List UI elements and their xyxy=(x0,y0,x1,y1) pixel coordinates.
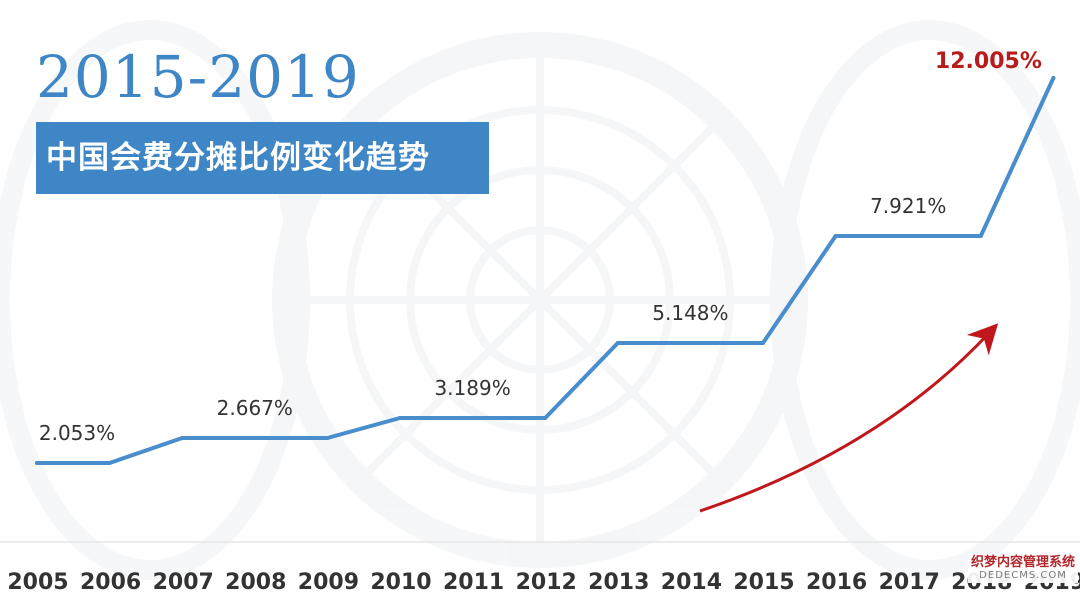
data-point-2016 xyxy=(833,234,838,238)
data-point-2012 xyxy=(543,416,548,420)
data-point-2007 xyxy=(180,436,185,440)
data-point-2015 xyxy=(761,341,765,345)
site-watermark: 织梦内容管理系统 DEDECMS.COM xyxy=(968,553,1078,583)
data-point-2018 xyxy=(978,234,983,238)
value-label-2011: 3.189% xyxy=(434,376,510,400)
data-point-2014 xyxy=(688,341,693,345)
data-point-2008 xyxy=(252,436,257,440)
value-label-2017: 7.921% xyxy=(870,194,946,218)
x-tick-label-2016: 2016 xyxy=(806,570,867,595)
un-emblem-watermark xyxy=(0,20,1080,580)
x-tick-label-2007: 2007 xyxy=(153,570,214,595)
value-label-2014: 5.148% xyxy=(652,301,728,325)
x-tick-label-2015: 2015 xyxy=(733,570,794,595)
data-points xyxy=(35,76,1056,465)
trend-arrow xyxy=(699,323,999,513)
x-tick-label-2005: 2005 xyxy=(7,570,68,595)
x-tick-label-2013: 2013 xyxy=(588,570,649,595)
x-tick-labels: 2005 2006 2007 2008 2009 2010 2011 2012 2013 2014… xyxy=(7,570,1080,595)
value-label-2005: 2.053% xyxy=(39,421,115,445)
data-point-2006 xyxy=(107,461,112,465)
watermark-line1: 织梦内容管理系统 xyxy=(970,554,1075,570)
data-point-2017 xyxy=(906,234,911,238)
x-tick-label-2006: 2006 xyxy=(80,570,141,595)
value-label-2019: 12.005% xyxy=(935,49,1042,74)
x-tick-label-2008: 2008 xyxy=(225,570,286,595)
data-point-2019 xyxy=(1051,76,1056,80)
data-point-2005 xyxy=(35,461,39,465)
x-tick-label-2017: 2017 xyxy=(879,570,940,595)
x-tick-label-2011: 2011 xyxy=(443,570,504,595)
x-tick-label-2010: 2010 xyxy=(370,570,431,595)
chart-title: 2015-2019 xyxy=(36,43,360,111)
x-tick-label-2009: 2009 xyxy=(298,570,359,595)
data-point-2010 xyxy=(398,416,402,420)
x-tick-label-2014: 2014 xyxy=(661,570,722,595)
watermark-line2: DEDECMS.COM xyxy=(979,570,1067,581)
data-point-2009 xyxy=(325,436,330,440)
x-tick-label-2012: 2012 xyxy=(516,570,577,595)
value-label-2008: 2.667% xyxy=(217,396,293,420)
data-point-2011 xyxy=(470,416,475,420)
data-point-2013 xyxy=(615,341,620,345)
value-labels: 2.053% 2.667% 3.189% 5.148% 7.921% 12.005% xyxy=(39,49,1042,445)
chart-subtitle: 中国会费分摊比例变化趋势 xyxy=(36,122,489,194)
